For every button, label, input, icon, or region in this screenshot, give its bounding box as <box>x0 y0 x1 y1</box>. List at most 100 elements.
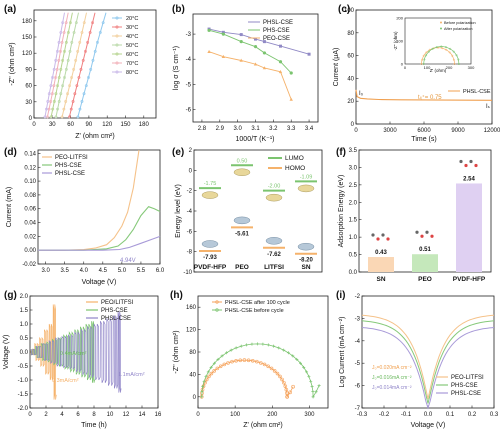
y-tick-label: -4 <box>355 339 361 345</box>
series-line-0 <box>201 359 294 399</box>
inset-point <box>420 63 423 66</box>
category-label: LITFSI <box>264 264 284 271</box>
panel-d: (d) 3.0 3.5 4.0 4.5 5.0 5.5 6.0 -0.02 0.00 0.02 0.… <box>4 147 165 286</box>
data-point <box>88 31 92 34</box>
panel-g-annotation-phs: 0.4mA/cm² <box>60 351 87 357</box>
legend-label: PHSL-CSE <box>55 171 85 177</box>
x-tick-label: 0.3 <box>490 412 499 418</box>
data-point <box>206 370 210 374</box>
data-point <box>285 394 289 399</box>
inset-y-tick-label: 0 <box>401 62 404 67</box>
legend-label: PHS-CSE <box>101 308 128 314</box>
y-tick-label: 20 <box>347 99 354 105</box>
data-point <box>229 348 233 352</box>
x-tick-label: 0 <box>28 412 32 418</box>
x-tick-label: 5.0 <box>118 268 127 274</box>
x-tick-label: 2 <box>44 412 48 418</box>
legend-label: 20°C <box>126 16 138 22</box>
inset-point <box>427 50 430 53</box>
y-tick-label: -7 <box>355 406 361 412</box>
data-point <box>66 31 70 34</box>
inset-frame <box>404 17 472 65</box>
panel-c-transfer-number: tₗᵢ⁺= 0.75 <box>418 94 442 101</box>
panel-e-ylabel: Energy level (eV) <box>175 184 182 238</box>
x-tick-label: 30 <box>49 122 56 128</box>
inset-arc-1 <box>423 46 460 65</box>
inset-point <box>445 48 448 51</box>
homo-value: -7.93 <box>203 255 217 261</box>
data-point <box>272 344 276 348</box>
panel-a-legend: 20°C 30°C 40°C 50°C 60°C 70°C 80°C <box>112 16 138 76</box>
panel-i: (i) -0.3 -0.2 -0.1 0.0 0.1 0.2 0.3 -7 -6 -5 -4 -3 -2… <box>336 290 499 429</box>
bar <box>412 254 438 272</box>
data-point <box>302 365 306 369</box>
panel-f-bars: 0.43 SN 0.51 PEO 2.54 PVDF-HFP <box>368 159 486 283</box>
data-point <box>91 59 95 62</box>
x-tick-label: 0 <box>196 412 200 418</box>
y-tick-label: 30 <box>25 100 32 106</box>
x-tick-label: 6.0 <box>156 268 165 274</box>
lumo-value: -1.09 <box>300 174 313 180</box>
data-point <box>75 84 79 88</box>
data-point <box>96 41 99 44</box>
y-tick-label: 0.0 <box>20 350 29 356</box>
data-point <box>52 68 56 71</box>
data-point <box>55 68 59 71</box>
y-tick-label: -1.0 <box>18 378 29 384</box>
legend-label: PEO/LITFSI <box>101 300 134 306</box>
data-point <box>204 375 208 379</box>
category-label: PVDF-HFP <box>194 264 227 271</box>
data-point <box>266 364 270 369</box>
y-tick-label: 0.00 <box>24 248 36 254</box>
molecule-atom-icon <box>425 230 429 234</box>
data-point <box>221 30 225 34</box>
data-point <box>291 354 295 358</box>
y-tick-label: 1.5 <box>349 218 358 224</box>
data-point <box>289 97 293 101</box>
data-point <box>216 357 220 361</box>
y-tick-label: 0.10 <box>24 179 36 185</box>
y-tick-label: -2 <box>355 294 361 300</box>
legend-label: HOMO <box>285 165 305 172</box>
x-tick-label: 2.8 <box>198 126 207 132</box>
y-tick-label: 3.5 <box>349 148 358 154</box>
legend-label: PHS-CSE <box>55 163 82 169</box>
panel-c-is: Iₛ <box>486 104 490 110</box>
y-tick-label: -4 <box>187 209 193 215</box>
data-point <box>250 342 254 346</box>
y-tick-label: -8 <box>187 250 193 256</box>
data-point <box>291 384 295 389</box>
y-tick-label: 1.0 <box>20 322 29 328</box>
panel-h-ylabel: -Z'' (ohm cm²) <box>173 330 180 373</box>
inset-point <box>457 58 460 61</box>
series-line-0 <box>77 12 107 118</box>
data-point <box>84 84 88 88</box>
legend-label: PEO-LITFSI <box>55 155 88 161</box>
panel-i-j0-phsl: J₀=0.014mA cm⁻² <box>372 385 412 391</box>
x-tick-label: 3.2 <box>269 126 278 132</box>
data-point <box>74 59 78 62</box>
data-point <box>52 84 56 88</box>
inset-point <box>431 47 434 50</box>
lumo-orbital-icon <box>265 193 283 202</box>
data-point <box>239 40 243 44</box>
inset-point <box>421 58 424 61</box>
inset-point <box>441 47 444 50</box>
x-tick-label: 150 <box>120 122 131 128</box>
lumo-value: -2.00 <box>268 184 281 190</box>
x-tick-label: 6000 <box>417 128 431 134</box>
inset-arc-0 <box>421 47 455 65</box>
data-point <box>309 379 313 383</box>
data-point <box>279 44 282 48</box>
data-point <box>46 100 50 103</box>
panel-e-levels: -1.75 -7.93 PVDF-HFP 0.50 -5.61 PEO -2.00 -7.62… <box>194 158 317 271</box>
category-label: SN <box>301 264 310 271</box>
data-point <box>63 50 66 53</box>
panel-b-curves <box>207 27 311 101</box>
series-line-0 <box>38 149 140 251</box>
legend-marker <box>215 300 219 304</box>
series-line-2 <box>208 51 292 100</box>
y-tick-label: -0.5 <box>18 364 29 370</box>
data-point <box>57 100 61 103</box>
data-point <box>230 359 234 364</box>
